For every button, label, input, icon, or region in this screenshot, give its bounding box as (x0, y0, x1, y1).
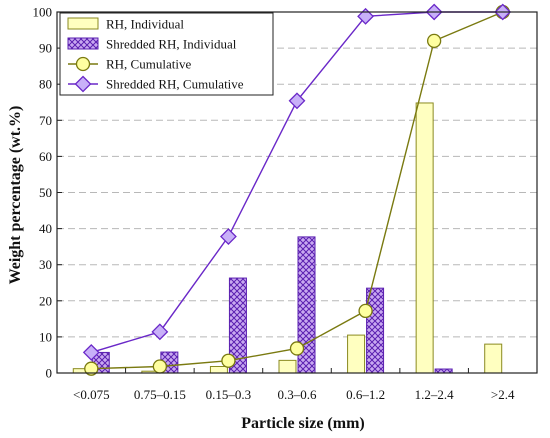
y-tick-label: 50 (39, 185, 52, 200)
legend-swatch (67, 37, 99, 50)
rh-cumulative-point (426, 33, 442, 49)
rh-cumulative-point (221, 353, 236, 368)
y-tick-label: 40 (39, 221, 52, 236)
axes (56, 11, 538, 374)
rh-cumulative-point (152, 359, 168, 374)
legend-label: Shredded RH, Individual (106, 37, 237, 52)
legend-swatch (67, 17, 99, 30)
bar-rh-individual (209, 366, 228, 374)
legend-label: RH, Cumulative (106, 57, 191, 72)
y-tick-label: 70 (39, 113, 52, 128)
tick-labels: 0 10 20 30 40 50 60 70 80 90 100 <0.075 0.75–0.15 0.1… (33, 5, 515, 403)
y-tick-label: 30 (39, 257, 52, 272)
shredded-rh-cumulative-point (288, 92, 306, 110)
shredded-rh-cumulative-point (82, 344, 100, 361)
y-tick-label: 100 (33, 5, 53, 20)
bar-rh-individual (347, 334, 366, 374)
x-tick-label: 0.75–0.15 (134, 387, 186, 402)
shredded-rh-cumulative-point (151, 323, 169, 341)
x-tick-label: 1.2–2.4 (415, 387, 455, 402)
rh-cumulative-point (289, 341, 305, 356)
y-axis-title: Weight percentage (wt.%) (7, 106, 24, 285)
shredded-rh-cumulative-point (357, 7, 374, 25)
legend-label: Shredded RH, Cumulative (106, 77, 244, 92)
bars (72, 102, 503, 374)
x-axis-title: Particle size (mm) (241, 415, 364, 432)
y-tick-label: 60 (39, 149, 52, 164)
bar-rh-individual (278, 359, 297, 374)
x-tick-label: <0.075 (73, 387, 110, 402)
y-tick-label: 80 (39, 77, 52, 92)
x-tick-label: 0.6–1.2 (346, 387, 385, 402)
legend-marker (74, 75, 92, 93)
x-tick-label: 0.3–0.6 (278, 387, 318, 402)
rh-cumulative-point (84, 361, 99, 376)
x-tick-label: >2.4 (491, 387, 515, 402)
bar-rh-individual (484, 343, 503, 374)
y-tick-label: 10 (39, 329, 52, 344)
legend: RH, Individual Shredded RH, Individual RH,… (59, 12, 274, 96)
bar-shredded-rh-individual (366, 287, 385, 374)
rh-cumulative-point (358, 303, 373, 319)
y-tick-label: 90 (39, 41, 52, 56)
y-tick-label: 20 (39, 293, 52, 308)
bar-rh-individual (415, 102, 434, 374)
legend-label: RH, Individual (106, 17, 184, 32)
x-tick-label: 0.15–0.3 (206, 387, 252, 402)
y-tick-label: 0 (46, 366, 53, 381)
legend-marker (75, 56, 91, 72)
shredded-rh-cumulative-point (220, 228, 237, 245)
